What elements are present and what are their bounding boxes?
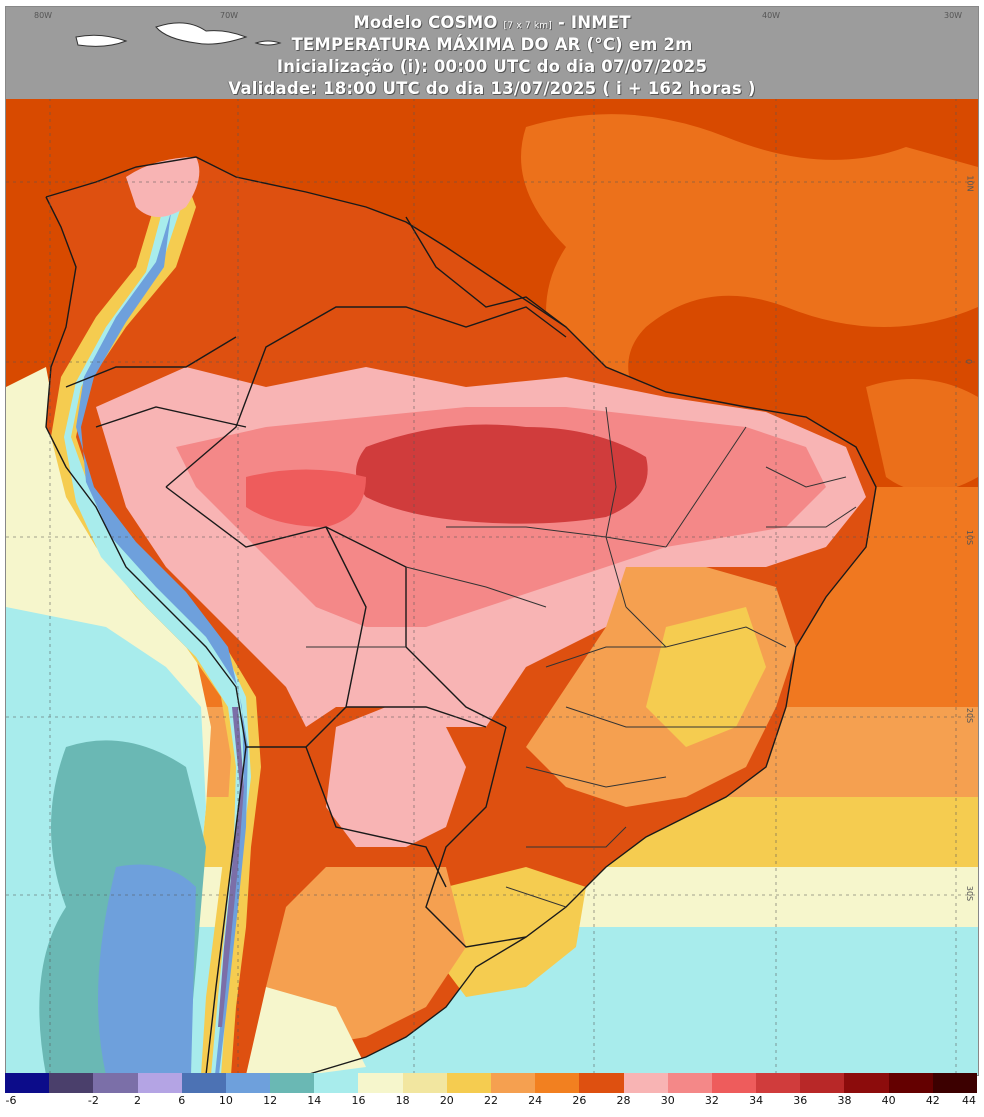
graticule xyxy=(6,7,978,1075)
legend-label: 32 xyxy=(704,1094,719,1107)
legend-swatch xyxy=(5,1073,50,1093)
land-hottest-core xyxy=(356,424,648,524)
legend-swatch xyxy=(225,1073,271,1093)
legend-swatch xyxy=(358,1073,404,1093)
ocean-mid-patches xyxy=(866,379,978,492)
legend-swatch xyxy=(623,1073,669,1093)
legend-swatch xyxy=(800,1073,845,1093)
land-hot-south xyxy=(326,707,466,847)
legend-swatch xyxy=(181,1073,227,1093)
legend-label: 30 xyxy=(660,1094,675,1107)
legend-swatch xyxy=(491,1073,536,1093)
legend-swatch xyxy=(932,1073,978,1093)
legend-swatch xyxy=(49,1073,94,1093)
color-scale-labels: -6 -2 2 6 10 12 14 16 18 20 22 24 26 28 30 32 34 36 38 40 42… xyxy=(5,1093,977,1109)
legend-label: 10 xyxy=(218,1094,233,1107)
pacific-blue xyxy=(98,864,196,1075)
tick-right-20s: 20S xyxy=(965,707,975,724)
legend-swatch xyxy=(402,1073,448,1093)
legend-label: 22 xyxy=(484,1094,498,1107)
tick-top-30w: 30W xyxy=(944,11,963,20)
legend-label: 16 xyxy=(351,1094,366,1107)
state-borders xyxy=(306,406,857,908)
andes-purple-strip xyxy=(218,707,244,1027)
legend-swatch xyxy=(844,1073,890,1093)
land-se-yellow xyxy=(646,607,766,747)
legend-label: -6 xyxy=(5,1094,17,1107)
header-variable: TEMPERATURA MÁXIMA DO AR (°C) em 2m xyxy=(291,35,693,54)
legend-label: 6 xyxy=(178,1094,186,1107)
tick-top-40w: 40W xyxy=(762,11,781,20)
legend-label: 40 xyxy=(881,1094,896,1107)
legend-swatch xyxy=(270,1073,315,1093)
header-model: Modelo COSMO xyxy=(353,13,498,32)
legend-label: -2 xyxy=(87,1094,99,1107)
tick-right-10s: 10S xyxy=(965,529,975,546)
ocean-north-patches xyxy=(521,114,978,427)
legend-label: 36 xyxy=(793,1094,808,1107)
andes-blue-strip xyxy=(76,212,248,1075)
legend-label: 26 xyxy=(572,1094,587,1107)
legend-label: 14 xyxy=(307,1094,322,1107)
legend-label: 18 xyxy=(395,1094,410,1107)
legend-swatch xyxy=(667,1073,713,1093)
legend-label: 20 xyxy=(439,1094,454,1107)
legend-swatch xyxy=(888,1073,934,1093)
color-scale xyxy=(5,1073,978,1093)
header-initialization: Inicialização (i): 00:00 UTC do dia 07/0… xyxy=(276,57,708,76)
legend-swatch xyxy=(314,1073,359,1093)
land-far-south-pale xyxy=(246,987,366,1075)
legend-swatch xyxy=(711,1073,757,1093)
header-validity: Validade: 18:00 UTC do dia 13/07/2025 ( … xyxy=(228,79,756,98)
legend-swatch xyxy=(137,1073,183,1093)
header-resolution: [7 x 7 km] xyxy=(503,21,552,31)
tick-right-10n: 10N xyxy=(965,175,975,192)
temperature-map xyxy=(6,7,978,1075)
land-south-yellow xyxy=(436,867,586,997)
legend-swatch xyxy=(579,1073,625,1093)
legend-label: 24 xyxy=(528,1094,543,1107)
land-hot-core-2 xyxy=(246,469,366,527)
map-frame: Modelo COSMO [7 x 7 km] - INMET TEMPERAT… xyxy=(5,6,979,1076)
tick-right-0: 0 xyxy=(964,358,974,365)
legend-swatch xyxy=(756,1073,801,1093)
legend-label: 12 xyxy=(263,1094,278,1107)
legend-label: 28 xyxy=(616,1094,631,1107)
header-source: - INMET xyxy=(557,13,631,32)
colombia-pink xyxy=(126,157,200,217)
legend-swatch xyxy=(535,1073,580,1093)
legend-label: 44 xyxy=(962,1094,976,1107)
legend-swatch xyxy=(93,1073,139,1093)
legend-label: 42 xyxy=(925,1094,940,1107)
caribbean-islands xyxy=(75,22,282,47)
legend-label: 2 xyxy=(134,1094,142,1107)
legend-label: 34 xyxy=(749,1094,764,1107)
header-title: Modelo COSMO [7 x 7 km] - INMET xyxy=(6,13,978,32)
map-header: Modelo COSMO [7 x 7 km] - INMET TEMPERAT… xyxy=(6,7,978,99)
legend-label: 38 xyxy=(837,1094,852,1107)
legend-swatch xyxy=(446,1073,492,1093)
tick-top-80w: 80W xyxy=(34,11,53,20)
tick-right-30s: 30S xyxy=(965,885,975,902)
tick-top-70w: 70W xyxy=(220,11,239,20)
